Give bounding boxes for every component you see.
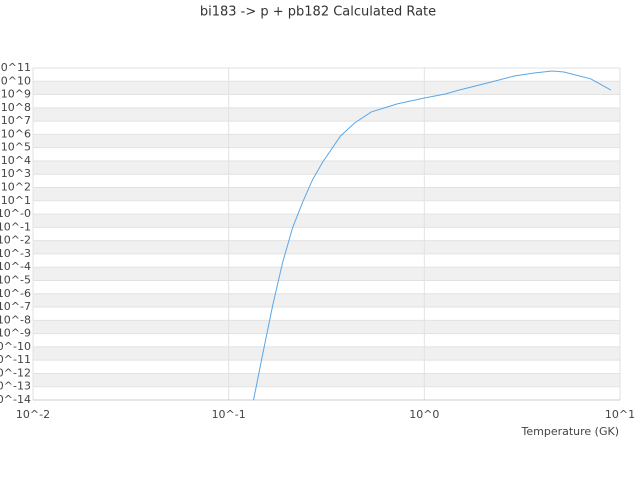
y-tick-label: 10^-4 (0, 260, 31, 273)
y-tick-label: 10^-12 (0, 366, 31, 379)
line (253, 70, 612, 401)
y-tick-label: 10^-0 (0, 207, 31, 220)
y-tick-label: 10^-3 (0, 247, 31, 260)
y-tick-label: 10^5 (1, 141, 31, 154)
y-tick-label: 10^6 (1, 127, 31, 140)
y-tick-label: 10^11 (0, 61, 31, 74)
y-tick-label: 10^1 (1, 194, 31, 207)
y-tick-label: 10^-8 (0, 313, 31, 326)
y-tick-label: 10^-2 (0, 234, 31, 247)
y-tick-label: 10^2 (1, 181, 31, 194)
chart-title: bi183 -> p + pb182 Calculated Rate (200, 5, 436, 20)
y-tick-label: 10^-13 (0, 380, 31, 393)
grid-band (33, 346, 620, 361)
y-tick-label: 10^-7 (0, 300, 31, 313)
y-tick-label: 10^-5 (0, 273, 31, 286)
grid-band (33, 134, 620, 148)
grid-band (33, 240, 620, 254)
grid-band (33, 187, 620, 201)
grid-band (33, 214, 620, 228)
y-tick-label: 10^10 (0, 74, 31, 87)
y-tick-label: 10^-11 (0, 353, 31, 366)
grid-band (33, 107, 620, 122)
y-tick-label: 10^9 (1, 88, 31, 101)
x-axis-label: Temperature (GK) (521, 425, 620, 438)
y-tick-label: 10^3 (1, 167, 31, 180)
x-tick-label: 10^1 (605, 408, 635, 421)
grid-band (33, 81, 620, 95)
grid-band (33, 320, 620, 334)
y-tick-label: 10^7 (1, 114, 31, 127)
y-tick-label: 10^-6 (0, 287, 31, 300)
x-tick-label: 10^0 (409, 408, 439, 421)
y-tick-label: 10^-1 (0, 220, 31, 233)
x-tick-label: 10^-2 (16, 408, 50, 421)
grid-band (33, 267, 620, 281)
y-tick-label: 10^8 (1, 101, 31, 114)
y-tick-label: 10^-10 (0, 340, 31, 353)
grid-band (33, 160, 620, 175)
grid-band (33, 373, 620, 387)
y-tick-label: 10^-9 (0, 327, 31, 340)
y-tick-label: 10^-14 (0, 393, 31, 406)
x-tick-label: 10^-1 (212, 408, 246, 421)
y-tick-label: 10^4 (1, 154, 31, 167)
grid-band (33, 293, 620, 308)
